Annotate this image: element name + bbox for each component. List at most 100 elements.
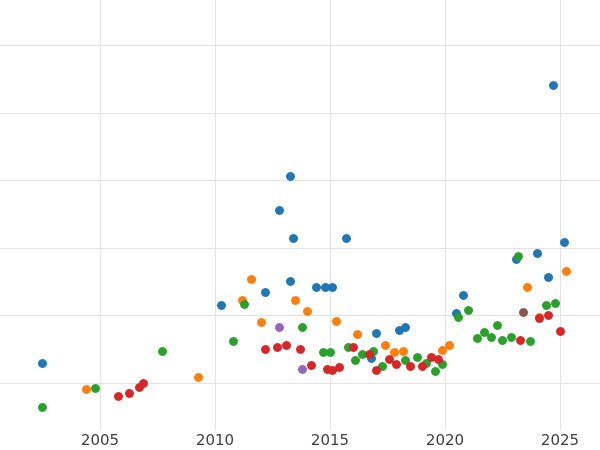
scatter-point-series-brown xyxy=(518,307,528,317)
plot-area xyxy=(0,0,600,430)
gridline-vertical xyxy=(215,0,216,430)
scatter-point-series-blue xyxy=(548,80,558,90)
scatter-point-series-orange xyxy=(399,346,409,356)
scatter-point-series-purple xyxy=(297,364,307,374)
scatter-point-series-red xyxy=(323,364,333,374)
gridline-horizontal xyxy=(0,382,600,384)
scatter-point-series-blue xyxy=(327,282,337,292)
scatter-point-series-red xyxy=(426,352,436,362)
scatter-point-series-green xyxy=(525,336,535,346)
scatter-point-series-green xyxy=(431,366,441,376)
gridline-vertical xyxy=(560,0,561,430)
scatter-point-series-green xyxy=(479,327,489,337)
scatter-point-series-blue xyxy=(458,290,468,300)
gridline-vertical xyxy=(100,0,101,430)
scatter-point-series-green xyxy=(343,342,353,352)
scatter-point-series-red xyxy=(261,344,271,354)
scatter-point-series-green xyxy=(38,402,47,412)
scatter-point-series-red xyxy=(295,344,305,354)
scatter-point-series-orange xyxy=(380,340,390,350)
scatter-point-series-blue xyxy=(394,325,404,335)
scatter-point-series-green xyxy=(422,358,432,368)
scatter-point-series-red xyxy=(113,391,123,401)
scatter-point-series-orange xyxy=(256,317,266,327)
scatter-point-series-blue xyxy=(532,248,542,258)
scatter-point-series-green xyxy=(378,361,388,371)
x-tick-label-2005: 2005 xyxy=(80,431,120,449)
scatter-point-series-orange xyxy=(81,384,91,394)
scatter-point-series-green xyxy=(541,300,551,310)
scatter-point-series-green xyxy=(401,355,411,365)
scatter-point-series-purple xyxy=(274,322,284,332)
scatter-point-series-green xyxy=(472,333,482,343)
x-tick-label-2025: 2025 xyxy=(540,431,580,449)
scatter-point-series-red xyxy=(134,382,144,392)
scatter-point-series-blue xyxy=(217,300,227,310)
scatter-point-series-red xyxy=(139,378,149,388)
scatter-point-series-blue xyxy=(544,272,553,282)
scatter-point-series-blue xyxy=(288,233,298,243)
gridline-horizontal xyxy=(0,112,600,114)
scatter-point-series-orange xyxy=(562,266,572,276)
scatter-point-series-green xyxy=(350,355,360,365)
scatter-point-series-blue xyxy=(274,205,284,215)
scatter-point-series-blue xyxy=(401,322,411,332)
scatter-point-series-green xyxy=(240,299,250,309)
scatter-point-series-blue xyxy=(320,282,330,292)
scatter-point-series-green xyxy=(507,332,517,342)
scatter-point-series-orange xyxy=(291,295,300,305)
scatter-point-series-orange xyxy=(332,316,342,326)
scatter-point-series-green xyxy=(438,359,448,369)
scatter-point-series-red xyxy=(364,349,374,359)
gridline-horizontal xyxy=(0,247,600,249)
x-tick-label-2015: 2015 xyxy=(310,431,350,449)
x-tick-label-2020: 2020 xyxy=(425,431,465,449)
scatter-point-series-red xyxy=(544,310,553,320)
scatter-point-series-green xyxy=(498,335,507,345)
scatter-point-series-orange xyxy=(353,329,363,339)
scatter-point-series-green xyxy=(493,320,503,330)
scatter-point-series-green xyxy=(157,346,167,356)
scatter-point-series-red xyxy=(281,340,291,350)
scatter-point-series-blue xyxy=(311,282,321,292)
scatter-point-series-green xyxy=(454,312,464,322)
scatter-point-series-red xyxy=(433,354,443,364)
scatter-point-series-red xyxy=(307,360,317,370)
scatter-point-series-blue xyxy=(560,237,570,247)
scatter-point-series-green xyxy=(90,383,100,393)
scatter-point-series-orange xyxy=(247,274,257,284)
scatter-point-series-green xyxy=(318,347,328,357)
scatter-point-series-red xyxy=(371,365,381,375)
scatter-point-series-orange xyxy=(523,282,533,292)
gridline-horizontal xyxy=(0,180,600,181)
scatter-point-series-red xyxy=(327,365,337,375)
scatter-point-series-green xyxy=(325,347,335,357)
scatter-point-series-green xyxy=(297,322,307,332)
scatter-point-series-red xyxy=(272,342,282,352)
gridline-vertical xyxy=(330,0,331,430)
scatter-point-series-orange xyxy=(445,340,455,350)
scatter-point-series-red xyxy=(334,362,344,372)
scatter-point-series-green xyxy=(228,336,238,346)
scatter-point-series-red xyxy=(348,342,358,352)
scatter-point-series-blue xyxy=(371,328,381,338)
scatter-point-series-blue xyxy=(286,171,296,181)
x-tick-label-2010: 2010 xyxy=(195,431,235,449)
scatter-point-series-blue xyxy=(341,233,351,243)
gridline-horizontal xyxy=(0,315,600,316)
scatter-point-series-red xyxy=(534,313,544,323)
scatter-point-series-red xyxy=(385,354,395,364)
scatter-point-series-orange xyxy=(438,345,448,355)
scatter-point-series-green xyxy=(486,332,496,342)
scatter-point-series-green xyxy=(463,305,473,315)
scatter-point-series-red xyxy=(392,359,402,369)
scatter-point-series-red xyxy=(406,361,415,371)
scatter-point-series-green xyxy=(369,346,379,356)
scatter-point-series-red xyxy=(516,335,526,345)
scatter-point-series-red xyxy=(125,388,135,398)
scatter-point-series-blue xyxy=(286,276,296,286)
gridline-vertical xyxy=(445,0,446,430)
scatter-point-series-blue xyxy=(261,287,271,297)
scatter-point-series-green xyxy=(412,352,422,362)
scatter-point-series-orange xyxy=(194,372,204,382)
